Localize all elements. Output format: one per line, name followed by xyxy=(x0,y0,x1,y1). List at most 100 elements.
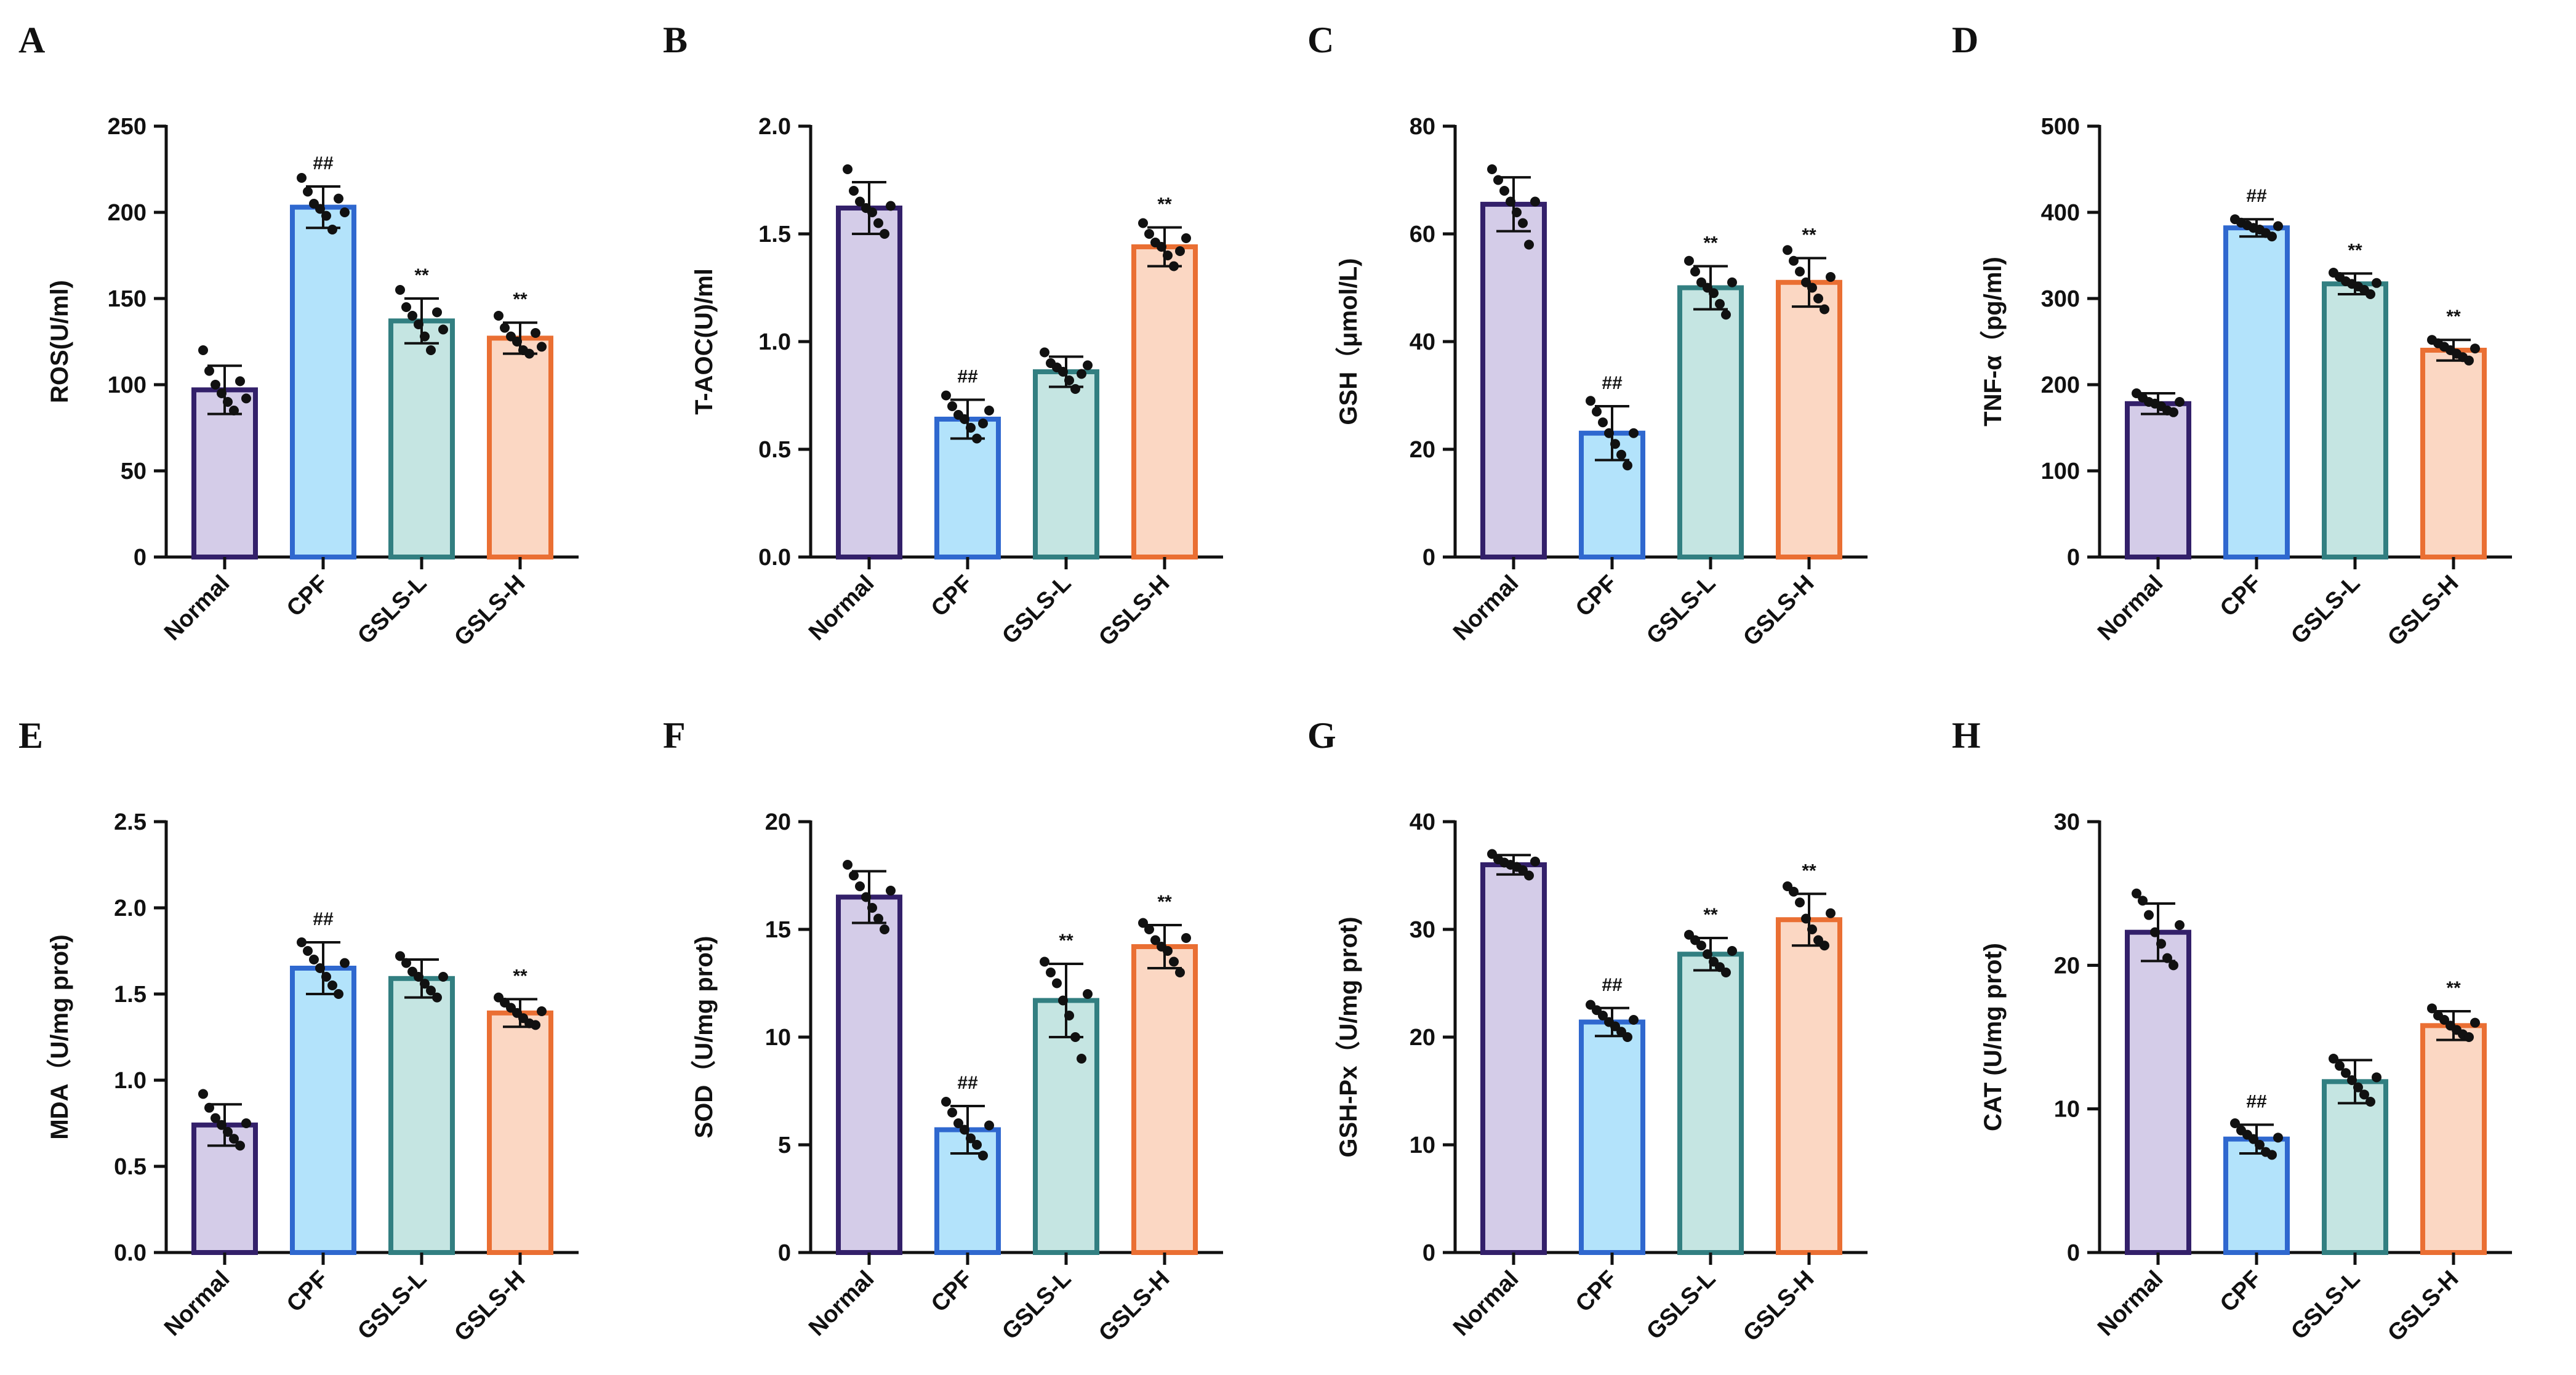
y-tick-label-c-4: 80 xyxy=(1410,114,1435,140)
data-point-h-normal-1 xyxy=(2138,896,2148,906)
y-tick-label-h-1: 10 xyxy=(2054,1097,2080,1123)
data-point-e-cpf-4 xyxy=(321,972,331,982)
panel-letter-g: G xyxy=(1307,715,1336,756)
y-tick-label-h-0: 0 xyxy=(2067,1240,2080,1266)
data-point-a-normal-7 xyxy=(241,393,251,404)
significance-h-cpf: ## xyxy=(2246,1091,2267,1112)
bar-e-gsls-l xyxy=(388,976,455,1256)
data-point-h-gsls-h-2 xyxy=(2439,1015,2449,1025)
data-point-c-gsls-h-0 xyxy=(1783,245,1792,255)
y-tick-label-b-3: 1.5 xyxy=(758,222,791,247)
category-label-g-gsls-h: GSLS-H xyxy=(1738,1266,1819,1347)
panel-letter-b: B xyxy=(663,20,688,60)
data-point-g-cpf-6 xyxy=(1623,1032,1632,1042)
data-point-a-gsls-l-5 xyxy=(426,345,436,355)
data-point-b-cpf-5 xyxy=(972,433,982,444)
data-point-c-gsls-l-4 xyxy=(1709,288,1719,299)
data-point-a-cpf-1 xyxy=(303,186,313,197)
data-point-c-gsls-h-7 xyxy=(1826,272,1836,282)
category-label-a-gsls-l: GSLS-L xyxy=(353,571,431,649)
y-tick-label-g-0: 0 xyxy=(1422,1240,1435,1266)
data-point-f-gsls-l-2 xyxy=(1052,978,1062,988)
data-point-f-gsls-h-7 xyxy=(1181,933,1191,943)
y-tick-label-d-2: 200 xyxy=(2041,372,2080,398)
data-point-e-normal-7 xyxy=(241,1118,251,1128)
data-point-c-gsls-l-5 xyxy=(1715,299,1725,309)
data-point-d-cpf-6 xyxy=(2267,231,2277,242)
data-point-g-gsls-l-3 xyxy=(1703,949,1712,960)
category-label-g-cpf: CPF xyxy=(1571,1266,1622,1317)
data-point-b-cpf-1 xyxy=(947,401,957,411)
y-tick-label-b-2: 1.0 xyxy=(758,329,791,355)
category-label-g-gsls-l: GSLS-L xyxy=(1642,1266,1720,1345)
data-point-h-gsls-l-4 xyxy=(2353,1082,2363,1092)
data-point-f-normal-1 xyxy=(849,870,859,881)
y-tick-label-b-0: 0.0 xyxy=(758,545,791,571)
data-point-h-gsls-l-2 xyxy=(2341,1068,2351,1078)
category-label-g-normal: Normal xyxy=(1448,1266,1523,1341)
data-point-b-normal-2 xyxy=(855,196,865,207)
data-point-b-gsls-l-5 xyxy=(1070,384,1080,394)
data-point-f-gsls-h-2 xyxy=(1150,935,1160,945)
significance-g-gsls-l: ** xyxy=(1703,905,1718,925)
y-tick-label-c-2: 40 xyxy=(1410,329,1435,355)
data-point-f-gsls-l-7 xyxy=(1083,989,1093,999)
bar-b-normal xyxy=(836,206,902,559)
significance-g-gsls-h: ** xyxy=(1802,860,1816,881)
y-tick-label-b-1: 0.5 xyxy=(758,437,791,463)
data-point-h-cpf-6 xyxy=(2267,1150,2277,1160)
data-point-e-normal-5 xyxy=(229,1134,239,1144)
y-tick-label-d-1: 100 xyxy=(2041,459,2080,484)
data-point-a-cpf-3 xyxy=(315,204,325,214)
y-tick-label-g-2: 20 xyxy=(1410,1025,1435,1051)
data-point-a-cpf-0 xyxy=(297,173,307,183)
data-point-c-normal-0 xyxy=(1487,164,1497,174)
data-point-d-normal-6 xyxy=(2169,407,2178,417)
data-point-h-normal-0 xyxy=(2132,888,2141,899)
data-point-c-gsls-l-6 xyxy=(1721,310,1731,320)
data-point-e-normal-2 xyxy=(211,1113,220,1123)
data-point-g-normal-7 xyxy=(1530,856,1540,867)
category-label-a-cpf: CPF xyxy=(282,571,333,622)
bar-e-gsls-h xyxy=(487,1010,553,1256)
data-point-h-cpf-3 xyxy=(2249,1134,2258,1144)
significance-h-gsls-h: ** xyxy=(2446,978,2461,998)
significance-d-gsls-h: ** xyxy=(2446,307,2461,327)
category-label-d-gsls-l: GSLS-L xyxy=(2286,571,2365,649)
data-point-b-gsls-h-0 xyxy=(1138,218,1148,228)
y-tick-label-a-0: 0 xyxy=(134,545,146,571)
category-label-a-normal: Normal xyxy=(159,571,235,646)
data-point-c-cpf-7 xyxy=(1629,428,1639,438)
data-point-h-gsls-l-0 xyxy=(2329,1054,2338,1064)
data-point-a-gsls-l-0 xyxy=(395,285,405,295)
data-point-h-gsls-h-0 xyxy=(2427,1003,2437,1014)
y-tick-label-f-0: 0 xyxy=(778,1240,791,1266)
y-tick-label-e-1: 0.5 xyxy=(114,1154,146,1180)
data-point-g-gsls-h-7 xyxy=(1826,908,1836,918)
category-label-f-normal: Normal xyxy=(804,1266,879,1341)
data-point-c-normal-6 xyxy=(1524,239,1534,250)
significance-a-gsls-h: ** xyxy=(513,289,528,310)
data-point-c-cpf-4 xyxy=(1610,439,1620,449)
bar-d-gsls-h xyxy=(2420,348,2487,559)
data-point-b-gsls-l-7 xyxy=(1083,360,1093,371)
category-label-b-normal: Normal xyxy=(804,571,879,646)
data-point-g-normal-6 xyxy=(1524,870,1534,881)
data-point-b-gsls-h-4 xyxy=(1163,251,1173,260)
data-point-f-normal-0 xyxy=(843,860,853,870)
data-point-c-normal-1 xyxy=(1493,175,1503,185)
bar-g-normal xyxy=(1480,862,1547,1255)
panel-letter-d: D xyxy=(1952,20,1978,60)
y-tick-label-h-3: 30 xyxy=(2054,809,2080,835)
data-point-f-gsls-h-6 xyxy=(1175,968,1185,977)
data-point-c-normal-2 xyxy=(1499,186,1509,196)
data-point-a-cpf-5 xyxy=(327,225,337,235)
data-point-e-normal-6 xyxy=(235,1140,245,1151)
category-label-d-normal: Normal xyxy=(2093,571,2168,646)
category-label-d-gsls-h: GSLS-H xyxy=(2383,571,2463,651)
data-point-c-normal-7 xyxy=(1530,196,1540,207)
y-axis-title-f: SOD（U/mg prot) xyxy=(691,936,718,1139)
data-point-f-cpf-7 xyxy=(984,1120,994,1131)
data-point-d-cpf-7 xyxy=(2273,221,2283,231)
